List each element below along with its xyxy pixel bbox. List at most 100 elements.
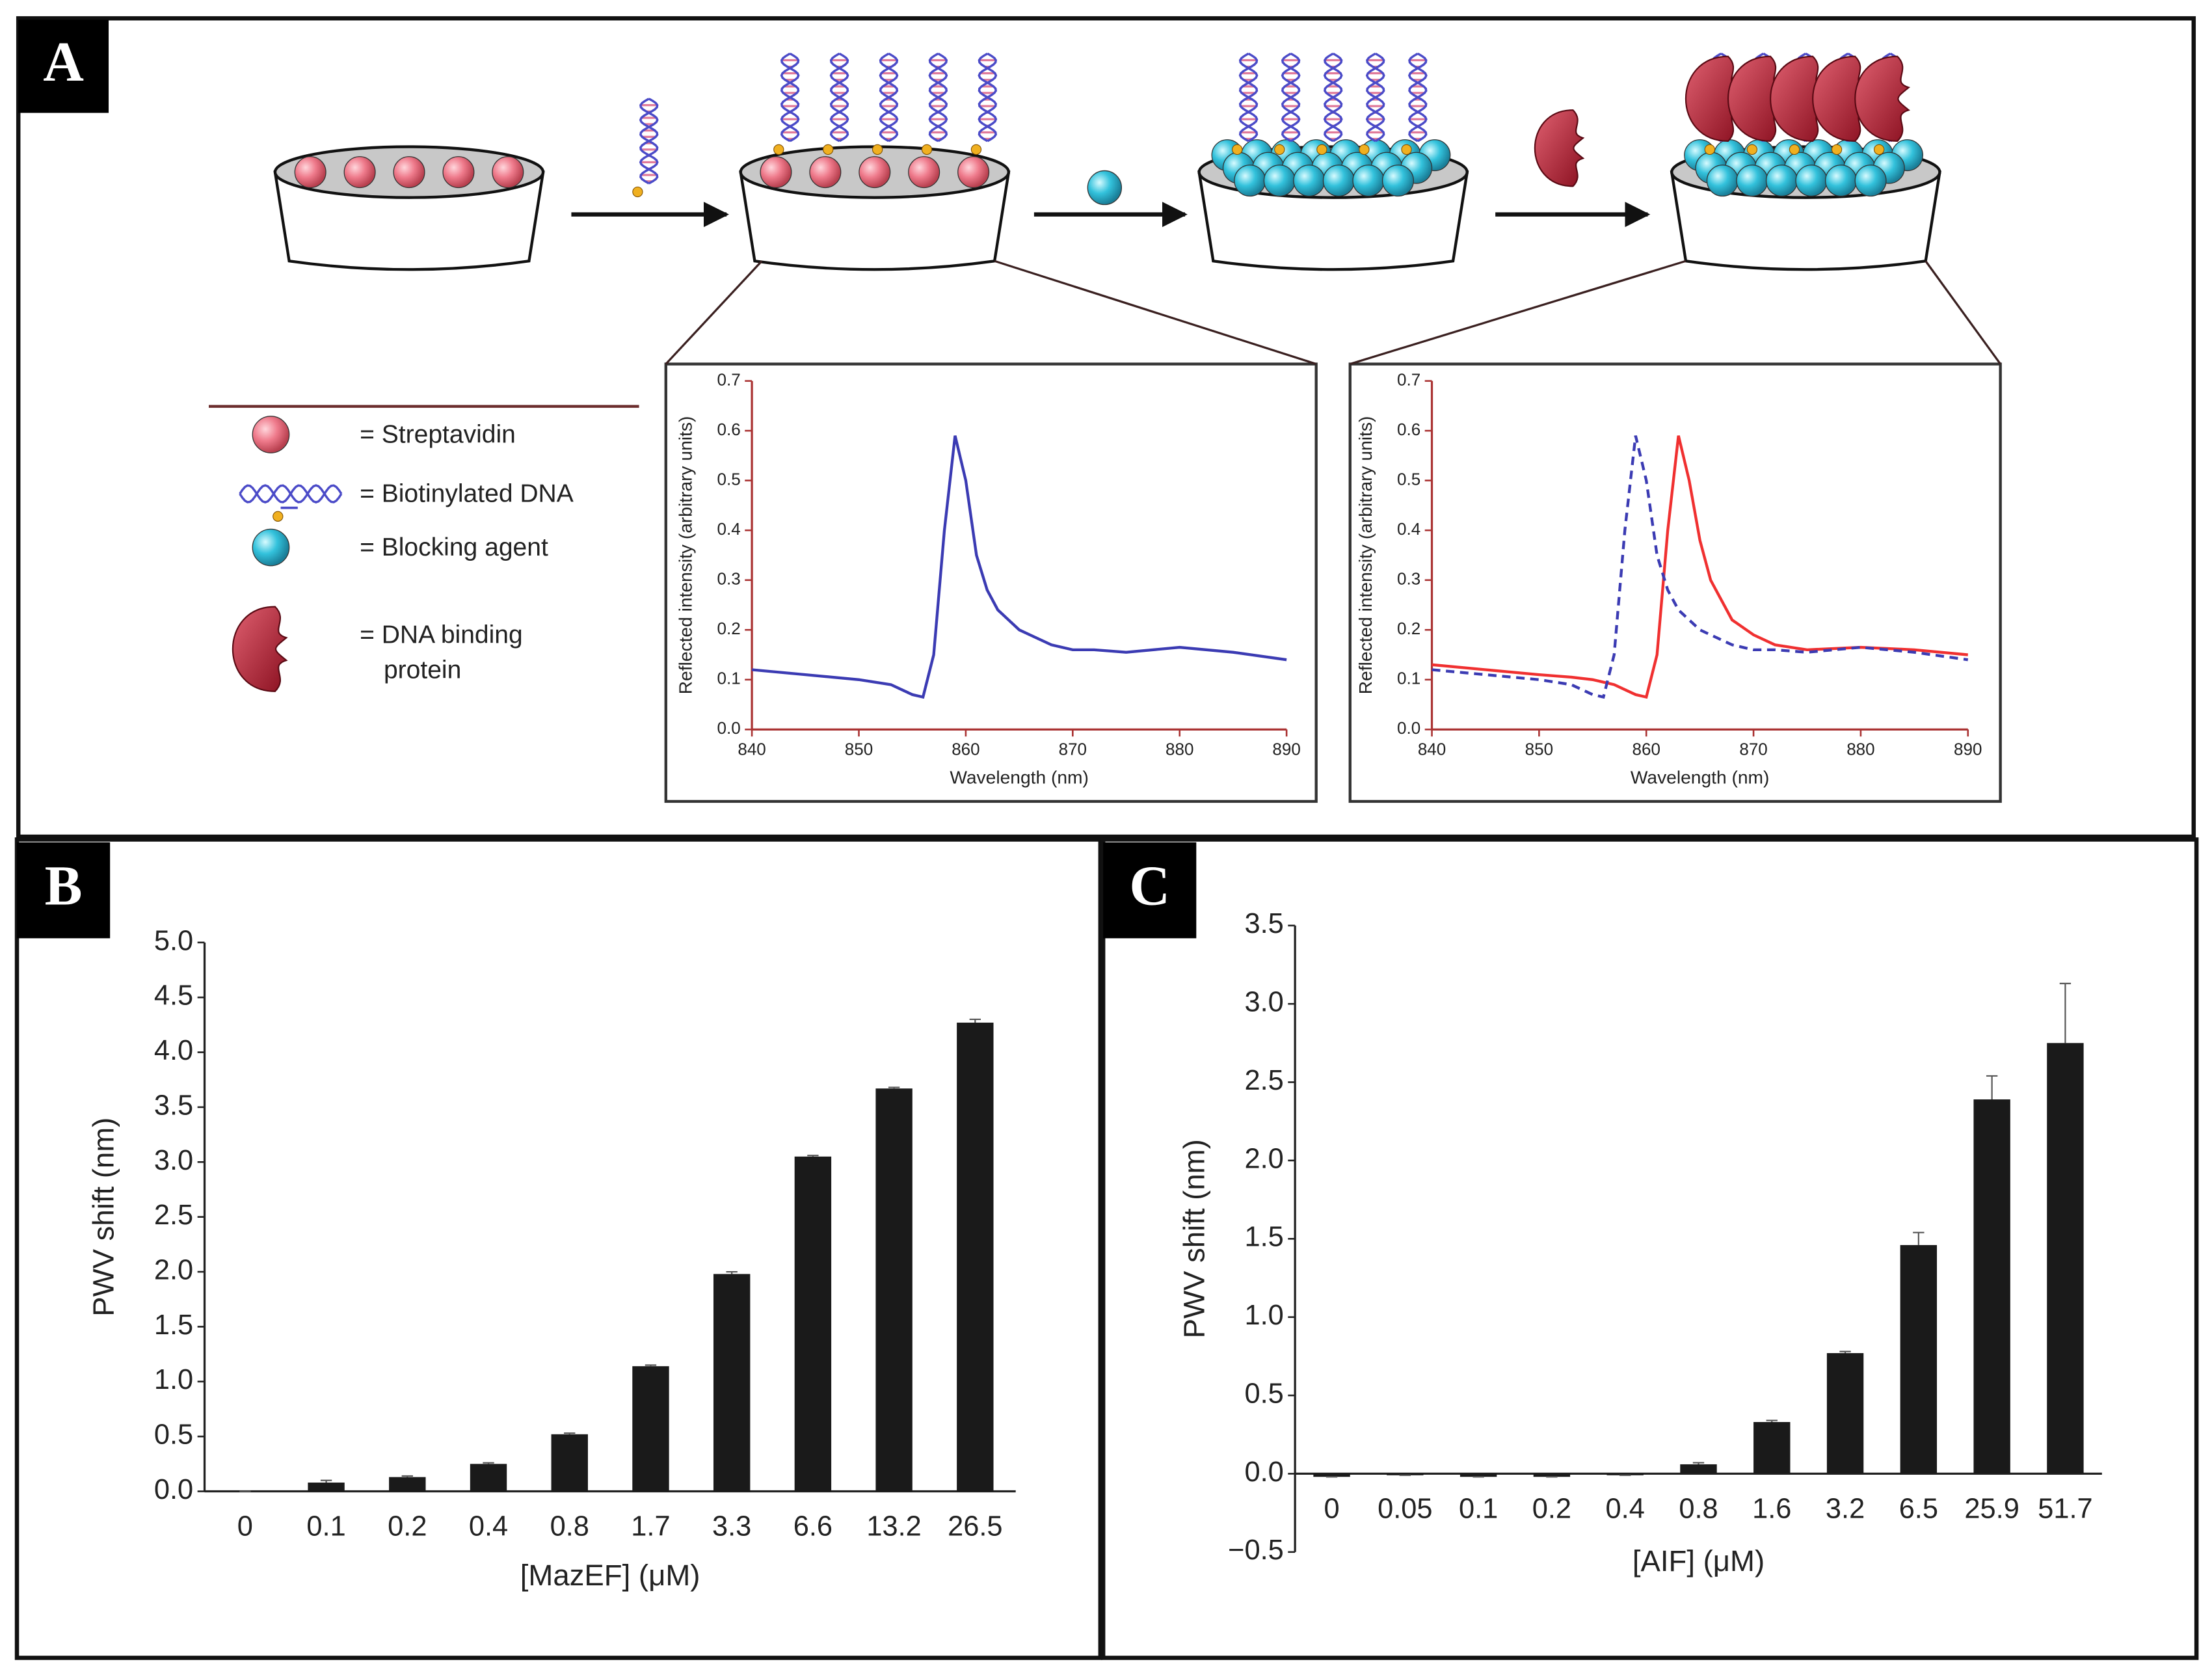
y-tick-label: 0.1 <box>1397 669 1420 688</box>
bar <box>389 1477 426 1492</box>
helix-strand <box>978 52 998 142</box>
helix-strand <box>879 52 899 142</box>
legend-label: protein <box>384 656 461 684</box>
error-bar <box>726 1270 738 1274</box>
y-tick-label: 0.7 <box>717 369 741 389</box>
error-bar <box>320 1479 332 1483</box>
panel-label: A <box>18 20 109 113</box>
panel-label-text: B <box>45 855 83 917</box>
x-tick-label: 1.6 <box>1752 1493 1791 1524</box>
diagram <box>232 52 2001 692</box>
y-axis-label: Reflected intensity (arbitrary units) <box>675 416 696 695</box>
inset-frame <box>664 362 1318 803</box>
bar <box>713 1274 751 1492</box>
x-axis-label: Wavelength (nm) <box>1631 767 1770 788</box>
error-bar <box>1766 1419 1778 1422</box>
y-tick-label: 0.0 <box>1397 718 1420 738</box>
y-tick-label: 0.3 <box>717 569 741 589</box>
sphere <box>1795 165 1828 197</box>
y-tick-label: 0.5 <box>1397 470 1420 489</box>
dish-body <box>739 170 1011 271</box>
dish-body <box>273 170 545 271</box>
y-tick-label: 3.5 <box>1245 908 1284 939</box>
bar <box>1387 1473 1424 1475</box>
helix-strand <box>1323 52 1343 142</box>
zoom-line <box>994 260 1317 366</box>
sphere <box>809 156 842 189</box>
y-tick-label: 0.2 <box>1397 619 1420 638</box>
bar <box>794 1156 832 1492</box>
bar <box>1826 1353 1864 1474</box>
x-tick-label: 0.8 <box>1679 1493 1718 1524</box>
panel-label-text: A <box>43 31 84 93</box>
x-tick-label: 51.7 <box>2038 1493 2092 1524</box>
y-tick-label: 1.0 <box>154 1364 193 1395</box>
x-tick-label: 870 <box>1059 740 1087 759</box>
helix-strand <box>928 52 948 142</box>
y-tick-label: 2.0 <box>154 1255 193 1286</box>
zoom-line <box>665 260 763 365</box>
helix-strand <box>1281 52 1301 142</box>
x-tick-label: 0.1 <box>1459 1493 1498 1524</box>
x-tick-label: 3.3 <box>712 1511 751 1542</box>
biotin <box>1704 144 1715 155</box>
biotin <box>1316 144 1327 155</box>
sphere <box>294 156 326 189</box>
inset-frame <box>1348 362 2002 803</box>
bar <box>1680 1464 1717 1474</box>
x-tick-label: 860 <box>1632 740 1660 759</box>
y-tick-label: 0.5 <box>1245 1378 1284 1410</box>
sphere <box>492 156 524 189</box>
error-bar <box>888 1086 900 1089</box>
sphere <box>393 156 425 189</box>
bar <box>957 1023 994 1492</box>
sphere <box>1854 165 1887 197</box>
sphere <box>1381 165 1414 197</box>
x-tick-label: 0.2 <box>1532 1493 1571 1524</box>
biotin <box>273 511 284 522</box>
sphere <box>1352 165 1385 197</box>
biotin <box>1359 144 1370 155</box>
bar <box>1459 1473 1497 1477</box>
sphere <box>343 156 376 189</box>
error-bar <box>969 1018 981 1023</box>
bar <box>2047 1043 2084 1474</box>
sphere <box>1765 165 1798 197</box>
sphere <box>1234 165 1266 197</box>
y-tick-label: 3.0 <box>154 1145 193 1176</box>
error-bar <box>483 1462 494 1464</box>
panel-label-text: C <box>1129 855 1170 917</box>
x-tick-label: 1.7 <box>631 1511 670 1542</box>
error-bar <box>1913 1231 1925 1245</box>
x-tick-label: 25.9 <box>1964 1493 2019 1524</box>
helix-strand <box>1238 52 1259 142</box>
sphere <box>1087 170 1123 206</box>
x-axis-label: Wavelength (nm) <box>950 767 1089 788</box>
biotin <box>773 144 784 155</box>
biotin <box>1746 144 1758 155</box>
y-tick-label: 0.0 <box>154 1474 193 1505</box>
x-tick-label: 13.2 <box>866 1511 921 1542</box>
helix-strand <box>239 484 343 504</box>
x-tick-label: 870 <box>1739 740 1767 759</box>
x-tick-label: 860 <box>952 740 979 759</box>
panel-label: C <box>1103 842 1197 939</box>
panel-label: B <box>17 842 111 939</box>
error-bar <box>1692 1462 1705 1464</box>
y-axis-label: PWV shift (nm) <box>1177 1139 1210 1338</box>
y-tick-label: 0.6 <box>717 420 741 439</box>
sphere <box>252 416 290 453</box>
error-bar <box>645 1364 657 1367</box>
y-tick-label: 0.2 <box>717 619 741 638</box>
biotin <box>1789 144 1800 155</box>
error-bar <box>564 1432 576 1434</box>
x-tick-label: 0 <box>237 1511 253 1542</box>
legend-label: = Blocking agent <box>360 533 548 561</box>
bar <box>308 1483 345 1492</box>
protein <box>232 606 288 692</box>
panel-c-frame <box>1100 837 2199 1660</box>
biotin <box>1873 144 1885 155</box>
x-tick-label: 6.5 <box>1899 1493 1938 1524</box>
biotin <box>970 144 982 155</box>
x-tick-label: 0.4 <box>469 1511 508 1542</box>
